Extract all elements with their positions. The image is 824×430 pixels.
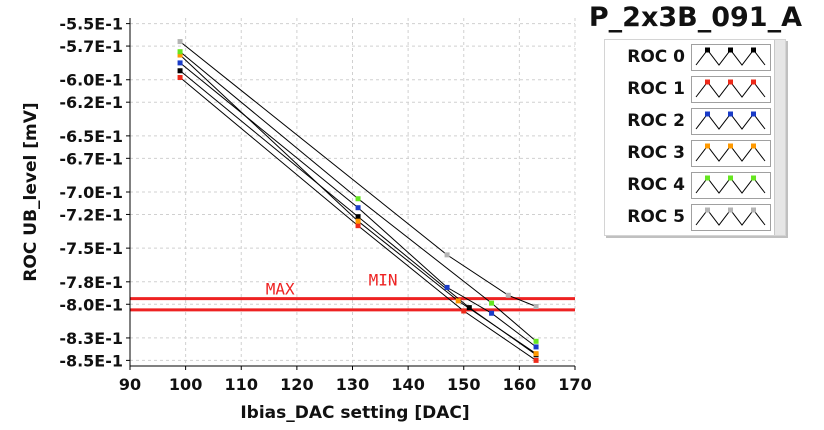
data-point-roc-4 <box>355 196 361 202</box>
y-axis-label: ROC UB_level [mV] <box>21 102 41 281</box>
legend-marker <box>705 175 710 181</box>
legend-marker <box>705 143 710 149</box>
legend-marker <box>728 47 733 53</box>
data-point-roc-2 <box>444 284 450 290</box>
legend-marker <box>728 207 733 213</box>
legend-item-roc-1: ROC 1 <box>605 76 775 103</box>
legend-swatch <box>691 140 771 167</box>
legend-label: ROC 4 <box>627 175 685 195</box>
series-line-roc-4 <box>179 51 537 342</box>
x-tick-label: 130 <box>336 375 369 394</box>
y-tick-label: -6.0E-1 <box>59 71 123 90</box>
data-point-roc-4 <box>533 338 539 344</box>
legend-swatch <box>691 76 771 103</box>
x-tick-label: 150 <box>447 375 480 394</box>
legend-marker <box>751 79 756 85</box>
data-point-roc-2 <box>355 205 361 211</box>
y-tick-label: -6.2E-1 <box>59 93 123 112</box>
legend-marker <box>705 47 710 53</box>
legend-marker <box>705 207 710 213</box>
y-tick-label: -7.5E-1 <box>59 239 123 258</box>
legend-label: ROC 5 <box>627 207 685 227</box>
data-point-roc-2 <box>533 344 539 350</box>
data-point-roc-3 <box>455 298 461 304</box>
x-tick-label: 160 <box>503 375 536 394</box>
data-point-roc-1 <box>533 357 539 363</box>
x-tick-label: 90 <box>119 375 141 394</box>
legend-label: ROC 2 <box>627 111 685 131</box>
legend-swatch <box>691 108 771 135</box>
legend-scrollbar[interactable] <box>774 40 785 235</box>
legend-marker <box>751 47 756 53</box>
x-tick-label: 110 <box>225 375 258 394</box>
threshold-label-max: MAX <box>266 280 295 299</box>
x-tick-label: 100 <box>169 375 202 394</box>
data-point-roc-3 <box>355 218 361 224</box>
legend-item-roc-0: ROC 0 <box>605 44 775 71</box>
legend-marker <box>751 175 756 181</box>
legend-label: ROC 3 <box>627 143 685 163</box>
series-line-roc-3 <box>179 54 537 355</box>
legend-item-roc-4: ROC 4 <box>605 172 775 199</box>
legend-swatch <box>691 172 771 199</box>
legend: ROC 0 ROC 1 ROC 2 ROC 3 ROC 4 ROC 5 <box>604 39 786 236</box>
legend-marker <box>728 175 733 181</box>
legend-marker <box>728 143 733 149</box>
data-point-roc-0 <box>177 68 183 74</box>
legend-item-roc-3: ROC 3 <box>605 140 775 167</box>
y-tick-label: -8.5E-1 <box>59 351 123 370</box>
data-point-roc-2 <box>489 310 495 316</box>
y-tick-label: -8.0E-1 <box>59 295 123 314</box>
data-point-roc-0 <box>466 305 472 311</box>
data-point-roc-1 <box>355 223 361 229</box>
data-point-roc-3 <box>177 52 183 58</box>
data-point-roc-4 <box>489 300 495 306</box>
y-tick-label: -7.0E-1 <box>59 183 123 202</box>
data-point-roc-5 <box>177 39 183 45</box>
axes: 90 100 110 120 130 140 150 160 170 -5.5E-1 -5.7E-1… <box>59 15 591 394</box>
legend-marker <box>705 79 710 85</box>
y-tick-label: -6.7E-1 <box>59 149 123 168</box>
x-tick-label: 170 <box>558 375 591 394</box>
data-point-roc-2 <box>177 60 183 66</box>
legend-item-roc-2: ROC 2 <box>605 108 775 135</box>
data-point-roc-1 <box>461 308 467 314</box>
legend-marker <box>751 143 756 149</box>
series-line-roc-5 <box>179 41 537 307</box>
legend-marker <box>751 207 756 213</box>
legend-swatch <box>691 204 771 231</box>
legend-item-roc-5: ROC 5 <box>605 204 775 231</box>
y-tick-label: -7.8E-1 <box>59 273 123 292</box>
y-tick-label: -7.2E-1 <box>59 205 123 224</box>
threshold-lines: MAX MIN <box>130 271 575 312</box>
data-point-roc-3 <box>533 351 539 357</box>
data-point-roc-5 <box>444 252 450 258</box>
y-tick-label: -6.5E-1 <box>59 127 123 146</box>
legend-marker <box>728 79 733 85</box>
legend-marker <box>751 111 756 117</box>
grid <box>129 18 576 366</box>
data-point-roc-5 <box>533 304 539 310</box>
legend-swatch <box>691 44 771 71</box>
y-tick-label: -8.3E-1 <box>59 329 123 348</box>
series-line-roc-1 <box>179 77 537 361</box>
chart-title: P_2x3B_091_A <box>588 2 802 33</box>
x-axis-label: Ibias_DAC setting [DAC] <box>240 403 469 423</box>
legend-label: ROC 1 <box>627 79 685 99</box>
y-tick-label: -5.5E-1 <box>59 15 123 34</box>
threshold-label-min: MIN <box>369 271 398 290</box>
data-point-roc-5 <box>505 292 511 298</box>
data-point-roc-0 <box>355 214 361 220</box>
y-tick-label: -5.7E-1 <box>59 37 123 56</box>
legend-label: ROC 0 <box>627 47 685 67</box>
data-point-roc-4 <box>177 49 183 55</box>
legend-marker <box>705 111 710 117</box>
legend-marker <box>728 111 733 117</box>
data-point-roc-1 <box>177 74 183 80</box>
series-layer <box>177 39 539 363</box>
x-tick-label: 120 <box>280 375 313 394</box>
x-tick-label: 140 <box>391 375 424 394</box>
